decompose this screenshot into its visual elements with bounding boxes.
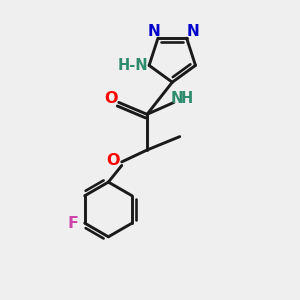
Text: F: F [67,216,78,231]
Text: H: H [181,91,193,106]
Text: N: N [147,24,160,39]
Text: H-N: H-N [118,58,148,73]
Text: O: O [105,92,118,106]
Text: N: N [186,24,199,39]
Text: O: O [106,153,120,168]
Text: N: N [171,91,184,106]
